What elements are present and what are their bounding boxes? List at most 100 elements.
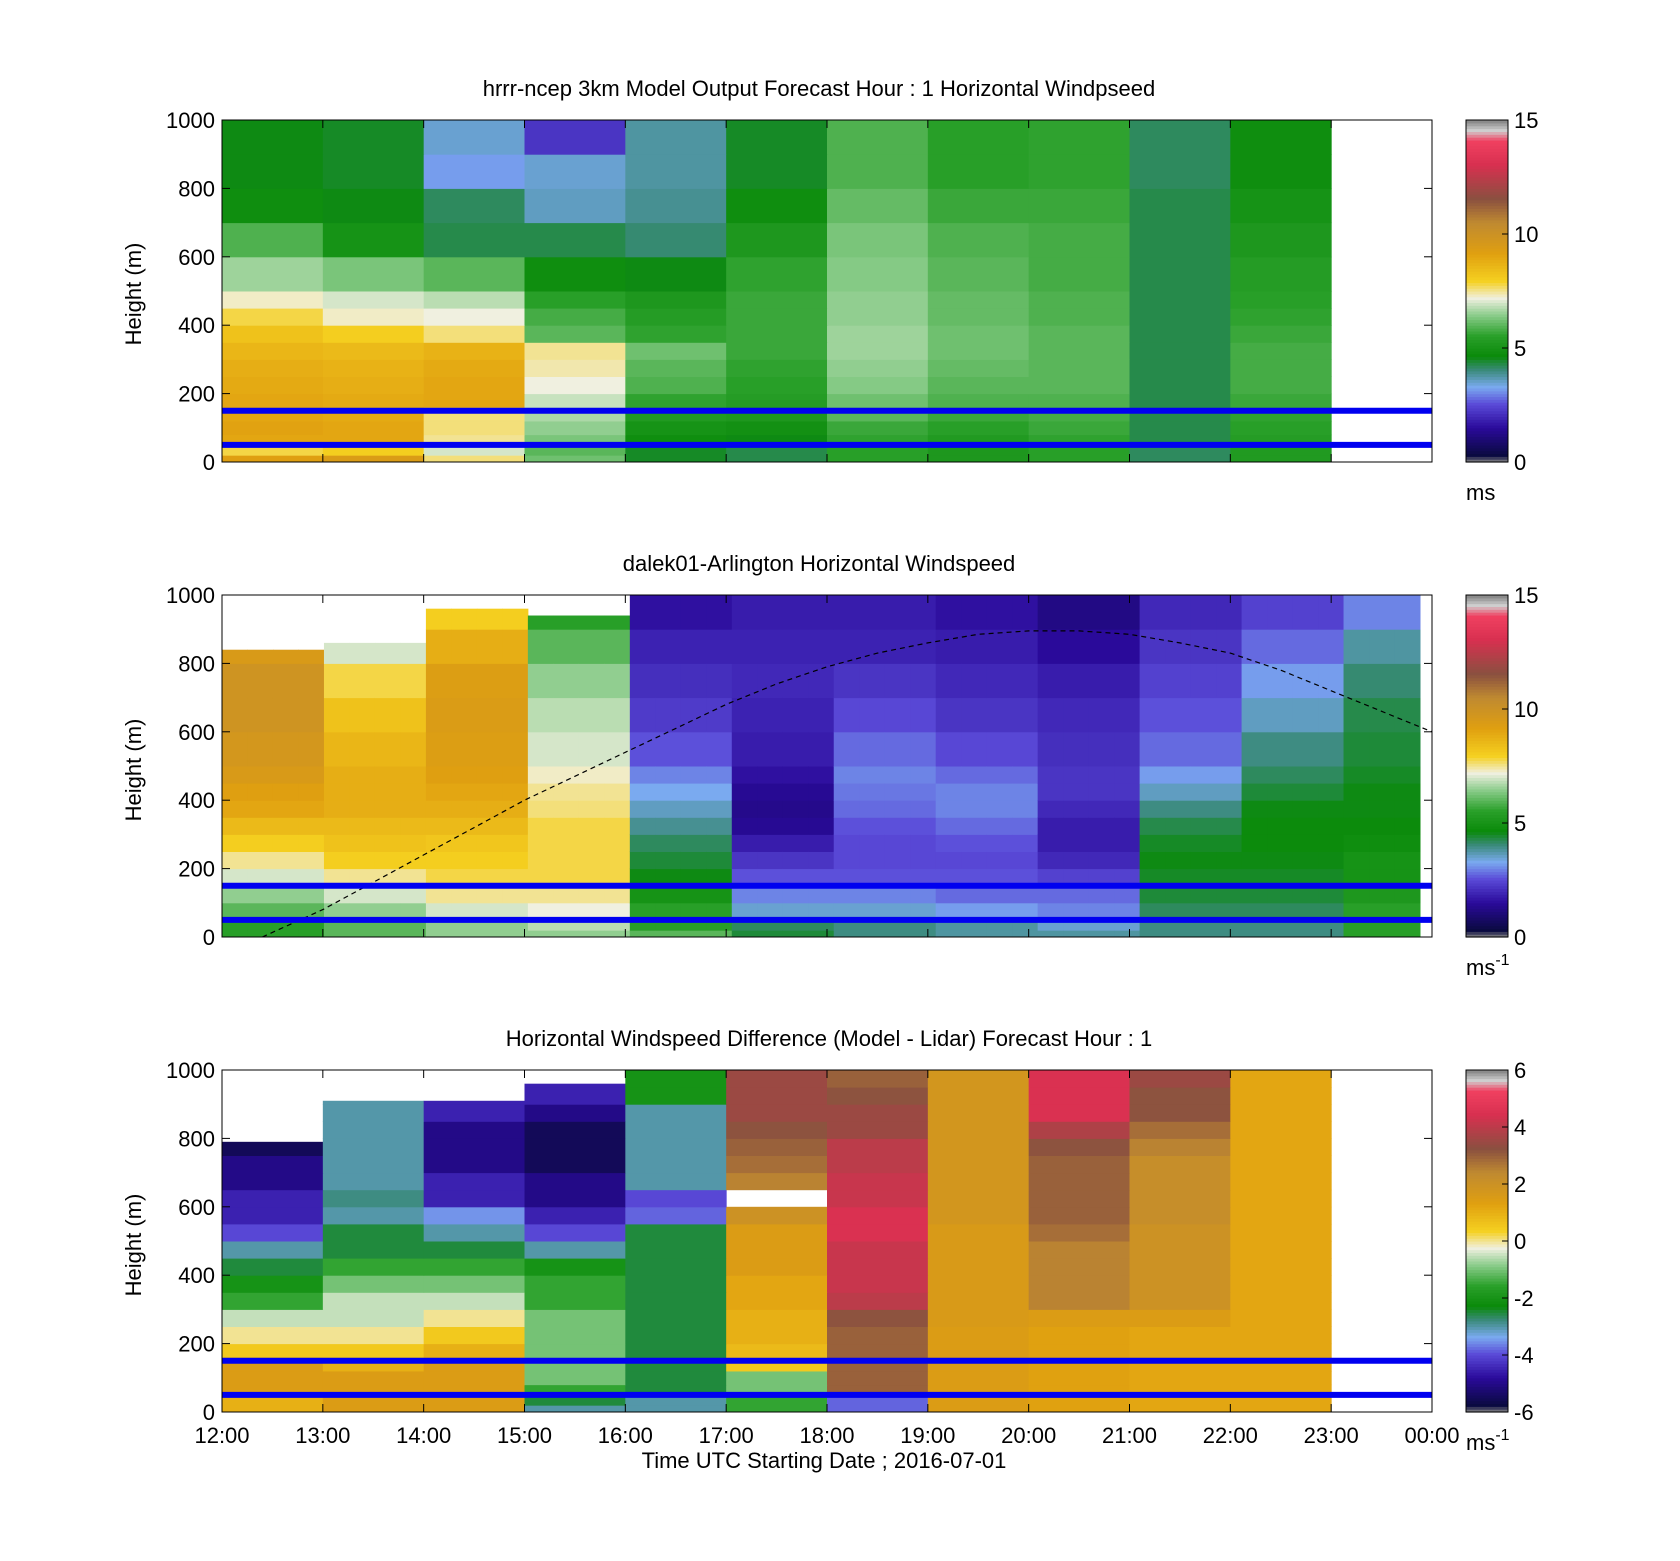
heatmap-cell — [680, 851, 707, 870]
heatmap-cell — [578, 783, 605, 801]
colorbar-segment — [1466, 1315, 1508, 1319]
heatmap-cell — [757, 868, 784, 887]
heatmap-cell — [222, 1405, 324, 1413]
heatmap-cell — [1394, 817, 1421, 835]
heatmap-cell — [524, 154, 626, 189]
x-tick-label: 21:00 — [1102, 1423, 1157, 1448]
heatmap-cell — [1165, 697, 1192, 733]
heatmap-cell — [1129, 1138, 1231, 1156]
heatmap-cell — [935, 800, 962, 818]
heatmap-cell — [625, 1384, 727, 1396]
heatmap-cell — [1028, 359, 1130, 377]
heatmap-cell — [782, 663, 809, 699]
heatmap-cell — [757, 629, 784, 664]
colorbar-segment — [1466, 299, 1508, 303]
heatmap-cell — [625, 444, 727, 456]
heatmap-cell — [1241, 834, 1268, 852]
heatmap-cell — [322, 325, 425, 343]
heatmap-cell — [935, 663, 962, 699]
colorbar-segment — [1466, 330, 1508, 335]
heatmap-cell — [322, 154, 425, 189]
heatmap-cell — [726, 376, 828, 395]
heatmap-cell — [757, 902, 784, 921]
heatmap-cell — [1088, 697, 1115, 733]
colorbar-segment — [1466, 871, 1508, 875]
heatmap-cell — [222, 851, 248, 870]
heatmap-cell — [808, 766, 835, 784]
heatmap-cell — [757, 663, 784, 699]
heatmap-cell — [986, 834, 1013, 852]
heatmap-cell — [423, 393, 525, 408]
heatmap-cell — [524, 1189, 626, 1208]
heatmap-cell — [625, 1155, 727, 1174]
heatmap-cell — [910, 885, 937, 904]
heatmap-cell — [859, 629, 886, 664]
heatmap-cell — [1318, 817, 1345, 835]
heatmap-cell — [833, 766, 860, 784]
heatmap-cell — [731, 663, 758, 699]
colorbar-segment — [1466, 1218, 1508, 1222]
heatmap-cell — [476, 851, 503, 870]
heatmap-cell — [1216, 919, 1243, 931]
heatmap-cell — [655, 595, 682, 630]
heatmap-cell — [1037, 766, 1064, 784]
colorbar-segment — [1466, 305, 1508, 309]
heatmap-cell — [706, 595, 733, 630]
heatmap-cell — [1028, 1070, 1130, 1088]
heatmap-cell — [1139, 851, 1166, 870]
heatmap-cell — [349, 817, 376, 835]
colorbar-tick-label: 6 — [1514, 1058, 1526, 1083]
heatmap-cell — [910, 930, 937, 938]
colorbar-segment — [1466, 680, 1508, 684]
heatmap-cell — [833, 629, 860, 664]
heatmap-cell — [625, 1206, 727, 1225]
heatmap-cell — [400, 783, 427, 801]
heatmap-cell — [1037, 834, 1064, 852]
heatmap-cell — [553, 834, 580, 852]
heatmap-cell — [425, 919, 452, 931]
heatmap-cell — [884, 902, 911, 921]
heatmap-cell — [247, 766, 274, 784]
heatmap-cell — [553, 919, 580, 931]
heatmap-cell — [1028, 256, 1130, 292]
heatmap-cell — [833, 783, 860, 801]
colorbar-segment — [1466, 817, 1508, 821]
heatmap-cell — [833, 697, 860, 733]
heatmap-cell — [757, 834, 784, 852]
heatmap-cell — [927, 1326, 1030, 1345]
heatmap-cell — [322, 1206, 425, 1225]
heatmap-cell — [859, 851, 886, 870]
heatmap-cell — [1063, 663, 1090, 699]
heatmap-cell — [1129, 188, 1231, 224]
heatmap-cell — [1318, 783, 1345, 801]
heatmap-cell — [502, 731, 529, 767]
colorbar-segment — [1466, 1329, 1508, 1333]
colorbar-segment — [1466, 1249, 1508, 1253]
heatmap-cell — [827, 1087, 929, 1105]
heatmap-cell — [247, 834, 274, 852]
heatmap-cell — [425, 629, 452, 664]
heatmap-cell — [961, 902, 988, 921]
heatmap-cell — [927, 1275, 1030, 1293]
colorbar-segment — [1466, 1238, 1508, 1242]
heatmap-cell — [935, 731, 962, 767]
heatmap-cell — [524, 1155, 626, 1174]
heatmap-cell — [1088, 595, 1115, 630]
colorbar-segment — [1466, 686, 1508, 690]
heatmap-cell — [629, 629, 656, 664]
colorbar-segment — [1466, 1201, 1508, 1205]
heatmap-cell — [731, 731, 758, 767]
heatmap-cell — [524, 434, 626, 446]
heatmap-cell — [884, 834, 911, 852]
heatmap-cell — [961, 930, 988, 938]
heatmap-cell — [927, 1292, 1030, 1310]
heatmap-cell — [524, 1138, 626, 1156]
colorbar-segment — [1466, 382, 1508, 386]
heatmap-cell — [726, 308, 828, 326]
colorbar-segment — [1466, 1346, 1508, 1350]
heatmap-cell — [272, 663, 299, 699]
heatmap-cell — [1139, 697, 1166, 733]
colorbar-segment — [1466, 367, 1508, 372]
heatmap-cell — [935, 930, 962, 938]
heatmap-cell — [827, 420, 929, 436]
